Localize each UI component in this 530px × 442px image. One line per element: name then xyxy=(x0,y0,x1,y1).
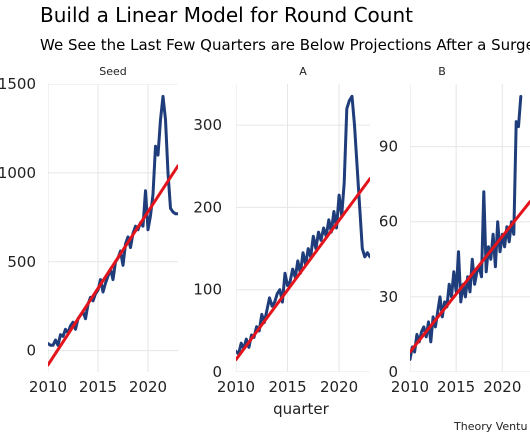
facet-title: A xyxy=(299,65,307,78)
trend-line xyxy=(236,177,370,362)
y-tick-label: 500 xyxy=(7,253,36,271)
trend-line xyxy=(410,200,530,354)
x-tick-label: 2010 xyxy=(217,378,255,396)
x-tick-label: 2015 xyxy=(437,378,475,396)
y-tick-label: 1500 xyxy=(0,75,36,93)
x-tick-label: 2020 xyxy=(129,378,167,396)
facet-title: Seed xyxy=(99,65,127,78)
y-tick-label: 100 xyxy=(193,281,222,299)
x-tick-label: 2015 xyxy=(79,378,117,396)
chart-caption: Theory Ventu xyxy=(453,420,527,433)
gridlines xyxy=(48,84,178,372)
facet-title: B xyxy=(438,65,446,78)
series-line xyxy=(410,95,523,361)
y-tick-label: 200 xyxy=(193,198,222,216)
y-tick-label: 300 xyxy=(193,116,222,134)
x-tick-label: 2020 xyxy=(320,378,358,396)
x-tick-label: 2010 xyxy=(391,378,429,396)
facet-1: A 2010 2015 2020 0 100 200 300 xyxy=(193,65,370,396)
y-tick-label: 30 xyxy=(379,288,398,306)
y-tick-label: 90 xyxy=(379,138,398,156)
y-tick-label: 60 xyxy=(379,213,398,231)
chart-subtitle: We See the Last Few Quarters are Below P… xyxy=(40,36,530,54)
y-tick-label: 0 xyxy=(388,363,398,381)
trend-line xyxy=(48,164,178,367)
x-axis-title: quarter xyxy=(273,400,329,418)
facet-0: Seed 2010 2015 2020 0 500 1000 1500 xyxy=(0,65,178,396)
series-line xyxy=(236,94,370,356)
series-line xyxy=(48,94,178,347)
x-tick-label: 2010 xyxy=(29,378,67,396)
x-tick-label: 2015 xyxy=(268,378,306,396)
y-tick-label: 1000 xyxy=(0,164,36,182)
chart-title: Build a Linear Model for Round Count xyxy=(40,3,413,27)
y-tick-label: 0 xyxy=(26,342,36,360)
facet-2: B 2010 2015 2020 0 30 60 90 xyxy=(379,65,530,396)
x-tick-label: 2020 xyxy=(483,378,521,396)
y-tick-label: 0 xyxy=(212,363,222,381)
